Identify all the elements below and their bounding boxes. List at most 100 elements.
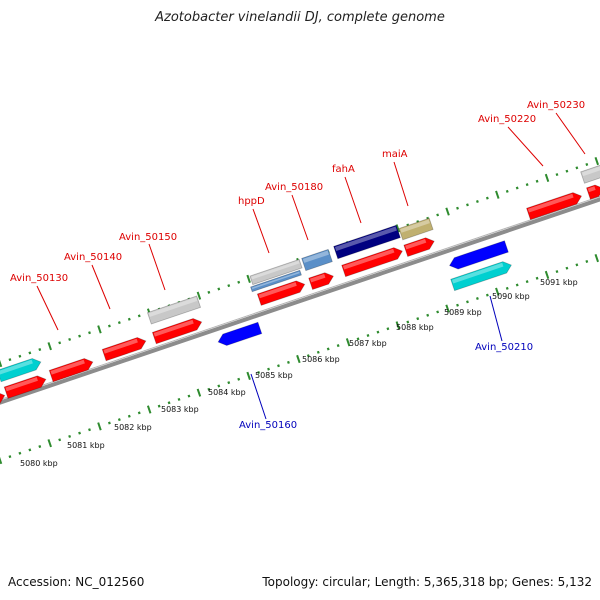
- outer-tick: [575, 166, 579, 170]
- gene-forward: [249, 258, 303, 286]
- scale-tick: [505, 286, 509, 290]
- kbp-label: 5080 kbp: [20, 459, 58, 468]
- kbp-label: 5087 kbp: [349, 339, 387, 348]
- kbp-label: 5090 kbp: [492, 292, 530, 301]
- outer-tick: [525, 183, 529, 187]
- gene-forward: [48, 358, 94, 383]
- scale-tick: [426, 313, 430, 317]
- scale-tick: [0, 456, 3, 465]
- scale-tick: [257, 371, 261, 374]
- scale-tick: [28, 448, 32, 452]
- kbp-label: 5085 kbp: [255, 371, 293, 380]
- scale-tick: [167, 401, 171, 405]
- scale-tick: [47, 439, 52, 448]
- scale-tick: [207, 387, 211, 391]
- scale-tick: [585, 259, 589, 263]
- genome-title: Azotobacter vinelandii DJ, complete geno…: [155, 10, 445, 25]
- scale-tick: [18, 451, 22, 455]
- gene-label-forward: Avin_50150: [119, 232, 177, 243]
- outer-tick: [78, 334, 81, 338]
- scale-tick: [187, 394, 191, 398]
- gene-forward: [333, 224, 401, 260]
- kbp-label: 5084 kbp: [208, 388, 246, 397]
- outer-tick: [127, 317, 131, 321]
- scale-tick: [416, 317, 420, 321]
- scale-tick: [386, 327, 390, 331]
- scale-tick: [117, 418, 121, 422]
- label-leader-line: [250, 373, 267, 420]
- gene-label-forward: fahA: [332, 164, 355, 175]
- scale-tick: [8, 455, 12, 459]
- scale-tick: [127, 414, 131, 418]
- outer-tick: [38, 348, 42, 352]
- label-leader-line: [252, 208, 270, 254]
- scale-tick: [515, 283, 519, 287]
- gene-label-forward: maiA: [382, 149, 408, 160]
- scale-tick: [565, 266, 569, 270]
- kbp-label: 5089 kbp: [444, 308, 482, 317]
- label-leader-line: [91, 264, 111, 310]
- scale-tick: [196, 388, 202, 397]
- kbp-label: 5083 kbp: [161, 405, 199, 414]
- scale-tick: [287, 360, 290, 364]
- gene-label-forward: Avin_50140: [64, 252, 122, 263]
- scale-tick: [267, 367, 270, 371]
- outer-tick: [466, 203, 469, 207]
- scale-tick: [376, 330, 380, 334]
- outer-tick: [585, 162, 589, 166]
- gene-forward: [580, 164, 600, 184]
- scale-tick: [345, 338, 351, 347]
- gene-forward: [0, 391, 6, 405]
- scale-tick: [78, 431, 81, 435]
- gene-label-forward: Avin_50130: [10, 273, 68, 284]
- gene-reverse: [217, 321, 263, 346]
- scale-tick: [237, 377, 241, 381]
- outer-tick: [436, 213, 440, 217]
- gene-reverse: [449, 240, 509, 270]
- gene-forward: [250, 269, 302, 293]
- gene-labels: Avin_50130Avin_50140Avin_50150hppDAvin_5…: [10, 100, 586, 431]
- outer-tick: [88, 331, 91, 335]
- outer-tick: [117, 321, 121, 325]
- scale-tick: [316, 350, 320, 354]
- outer-tick: [495, 190, 500, 199]
- scale-tick: [326, 347, 330, 351]
- outer-tick: [227, 284, 231, 288]
- topology-label: Topology: circular; Length: 5,365,318 bp…: [262, 575, 592, 589]
- scale-tick: [456, 303, 459, 307]
- label-leader-line: [555, 112, 586, 155]
- scale-tick: [535, 276, 539, 280]
- kbp-label: 5088 kbp: [396, 323, 434, 332]
- scale-tick: [495, 287, 500, 296]
- scale-tick: [296, 354, 301, 364]
- gene-label-forward: Avin_50180: [265, 182, 323, 193]
- scale-tick: [146, 405, 152, 414]
- outer-tick: [137, 314, 141, 318]
- scale-tick: [445, 304, 450, 313]
- gene-label-reverse: Avin_50160: [239, 420, 297, 431]
- gene-label-forward: Avin_50220: [478, 114, 536, 125]
- gene-label-reverse: Avin_50210: [475, 342, 533, 353]
- gene-forward: [403, 237, 435, 257]
- outer-tick: [246, 274, 251, 283]
- gene-label-forward: Avin_50230: [527, 100, 585, 111]
- gene-forward: [0, 358, 42, 383]
- scale-tick: [227, 381, 231, 385]
- outer-tick: [28, 351, 32, 355]
- outer-tick: [196, 291, 202, 300]
- scale-tick: [395, 321, 401, 330]
- label-leader-line: [393, 161, 409, 207]
- outer-tick: [0, 359, 3, 368]
- scale-tick: [88, 428, 91, 432]
- scale-tick: [544, 270, 550, 280]
- outer-tick: [485, 196, 489, 200]
- gene-forward: [256, 280, 306, 306]
- label-leader-line: [489, 295, 503, 342]
- scale-tick: [466, 300, 469, 304]
- tick-marks: 5080 kbp 5081 kbp 5082 kbp 5083 kbp 5084 kbp…: [0, 156, 599, 468]
- scale-tick: [177, 397, 181, 401]
- scale-tick: [336, 344, 340, 348]
- accession-label: Accession: NC_012560: [8, 575, 145, 589]
- gene-forward: [308, 272, 334, 291]
